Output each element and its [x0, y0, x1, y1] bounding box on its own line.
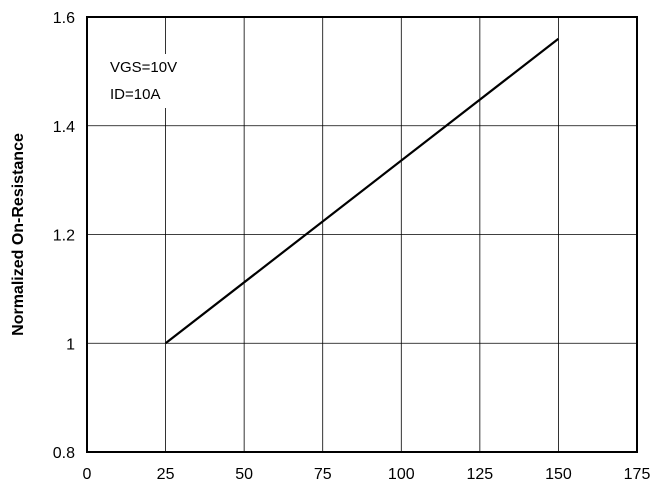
x-tick-label: 150: [545, 466, 572, 483]
annotation-id: ID=10A: [110, 86, 160, 103]
x-tick-label: 125: [467, 466, 494, 483]
x-tick-label: 0: [83, 466, 92, 483]
y-tick-label: 1.6: [53, 10, 75, 27]
x-tick-label: 175: [624, 466, 651, 483]
y-tick-label: 1: [66, 336, 75, 353]
x-tick-label: 25: [157, 466, 175, 483]
y-tick-label: 0.8: [53, 445, 75, 462]
plot-frame: [86, 16, 638, 453]
series-layer: [164, 37, 560, 345]
x-tick-labels: 0 25 50 75 100 125 150 175: [83, 466, 651, 483]
annotation-vgs: VGS=10V: [110, 59, 177, 76]
series-line: [164, 37, 560, 345]
y-tick-label: 1.4: [53, 119, 75, 136]
y-axis-label: Normalized On-Resistance: [10, 133, 27, 336]
y-tick-label: 1.2: [53, 228, 75, 245]
x-tick-label: 75: [314, 466, 332, 483]
annotation-background: [104, 54, 196, 108]
y-tick-labels: 0.8 1 1.2 1.4 1.6: [53, 10, 75, 462]
x-tick-label: 50: [235, 466, 253, 483]
x-tick-label: 100: [388, 466, 415, 483]
